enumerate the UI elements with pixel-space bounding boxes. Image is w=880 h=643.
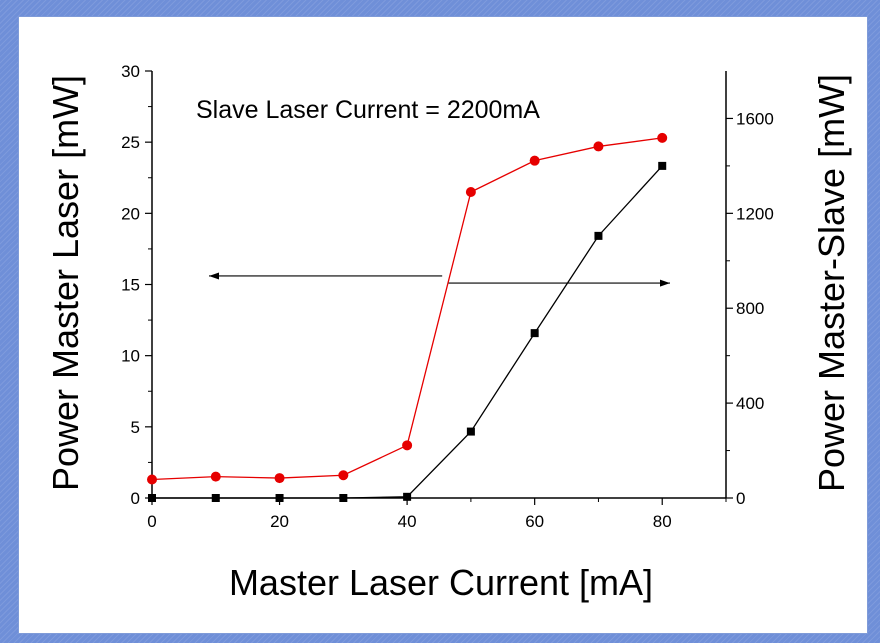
data-point-right	[658, 161, 667, 170]
x-tick-label: 60	[525, 512, 544, 531]
y-left-tick-label: 15	[121, 276, 140, 295]
y-right-tick-label: 1200	[736, 204, 774, 223]
data-point-right	[530, 329, 539, 338]
y-right-tick-label: 800	[736, 299, 764, 318]
y-left-tick-label: 10	[121, 347, 140, 366]
x-tick-label: 80	[653, 512, 672, 531]
data-point-left	[338, 470, 349, 481]
data-point-left	[210, 471, 221, 482]
x-tick-label: 0	[147, 512, 156, 531]
series-line-left	[151, 137, 663, 481]
data-point-right	[211, 494, 220, 502]
x-tick-label: 20	[270, 512, 289, 531]
y-left-tick-label: 5	[131, 418, 140, 437]
arrow-right-head	[660, 279, 670, 287]
y-right-tick-label: 1600	[736, 109, 774, 128]
data-point-right	[275, 494, 284, 502]
data-point-left	[657, 132, 668, 143]
data-point-left	[529, 155, 540, 166]
data-point-right	[403, 492, 412, 501]
y-left-tick-label: 0	[131, 489, 140, 508]
data-point-left	[274, 473, 285, 484]
data-point-right	[466, 427, 475, 436]
chart-annotation: Slave Laser Current = 2200mA	[196, 96, 540, 124]
arrow-left-head	[209, 272, 219, 280]
y-axis-right-title: Power Master-Slave [mW]	[811, 74, 852, 492]
y-axis-left-title: Power Master Laser [mW]	[45, 75, 86, 491]
data-point-left	[147, 474, 157, 485]
data-point-right	[339, 494, 348, 502]
data-point-left	[402, 440, 413, 451]
x-tick-label: 40	[398, 512, 417, 531]
y-left-tick-label: 25	[121, 133, 140, 152]
x-axis-title: Master Laser Current [mA]	[229, 562, 653, 603]
y-left-tick-label: 30	[121, 62, 140, 81]
data-point-left	[593, 141, 604, 152]
y-right-tick-label: 0	[736, 489, 745, 508]
data-point-right	[148, 494, 156, 502]
data-point-left	[465, 186, 476, 197]
y-right-tick-label: 400	[736, 394, 764, 413]
y-left-tick-label: 20	[121, 204, 140, 223]
data-point-right	[594, 231, 603, 240]
